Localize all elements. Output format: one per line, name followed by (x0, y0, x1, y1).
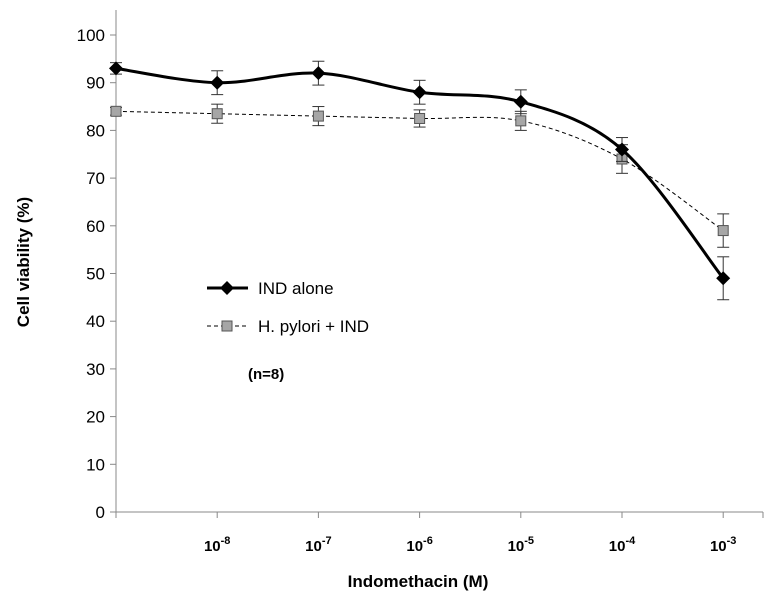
x-tick-label: 10-8 (204, 535, 230, 555)
legend-label-ind-alone: IND alone (258, 279, 334, 298)
x-tick-label: 10-4 (609, 535, 636, 555)
x-tick-label-base: 10 (305, 538, 322, 555)
y-tick-label: 90 (86, 74, 105, 93)
y-tick-label: 0 (96, 503, 105, 522)
x-tick-label: 10-7 (305, 535, 331, 555)
x-axis: 10-8 10-7 10-6 10-5 10-4 10-3 (115, 511, 764, 555)
legend-marker-hpylori-ind (221, 320, 233, 332)
x-tick-label-exponent: -3 (727, 535, 737, 547)
data-point (615, 142, 629, 157)
data-point (717, 225, 729, 237)
x-axis-title: Indomethacin (M) (348, 572, 489, 591)
y-axis-title: Cell viability (%) (14, 197, 33, 327)
x-tick-label-exponent: -6 (423, 535, 433, 547)
x-tick-label: 10-5 (508, 535, 534, 555)
x-tick-label: 10-3 (710, 535, 736, 555)
x-tick-label-base: 10 (508, 538, 525, 555)
y-tick-label: 60 (86, 217, 105, 236)
data-point (211, 108, 223, 120)
data-point (312, 110, 324, 122)
data-point (515, 115, 527, 127)
y-tick-label: 80 (86, 121, 105, 140)
y-tick-label: 70 (86, 169, 105, 188)
y-tick-label: 10 (86, 455, 105, 474)
series-ind-alone (109, 60, 731, 301)
x-tick-label-base: 10 (204, 538, 221, 555)
y-tick-label: 30 (86, 360, 105, 379)
x-tick-label-exponent: -5 (524, 535, 534, 547)
y-tick-label: 40 (86, 312, 105, 331)
data-point (716, 271, 731, 286)
data-point (414, 112, 426, 124)
y-tick-label: 100 (77, 26, 105, 45)
x-tick-label-exponent: -8 (221, 535, 231, 547)
x-tick-label-base: 10 (406, 538, 423, 555)
data-point (412, 85, 427, 100)
y-tick-label: 50 (86, 265, 105, 284)
series-hpylori-ind (110, 103, 730, 248)
data-point (110, 105, 122, 117)
data-point (210, 75, 225, 90)
x-tick-label-exponent: -4 (625, 535, 636, 547)
data-point (311, 66, 326, 81)
data-point (109, 61, 123, 76)
data-point (513, 94, 528, 109)
series-layer (109, 60, 731, 301)
x-tick-label: 10-6 (406, 535, 432, 555)
x-tick-label-base: 10 (710, 538, 727, 555)
legend-label-hpylori-ind: H. pylori + IND (258, 317, 369, 336)
x-tick-label-base: 10 (609, 538, 626, 555)
legend-marker-ind-alone (220, 281, 234, 295)
series-line (115, 110, 724, 231)
y-axis: 0 10 20 30 40 50 60 70 80 90 100 (77, 10, 117, 522)
y-tick-label: 20 (86, 408, 105, 427)
x-tick-label-exponent: -7 (322, 535, 332, 547)
legend: IND alone H. pylori + IND (207, 279, 369, 336)
sample-size-annotation: (n=8) (248, 366, 284, 383)
